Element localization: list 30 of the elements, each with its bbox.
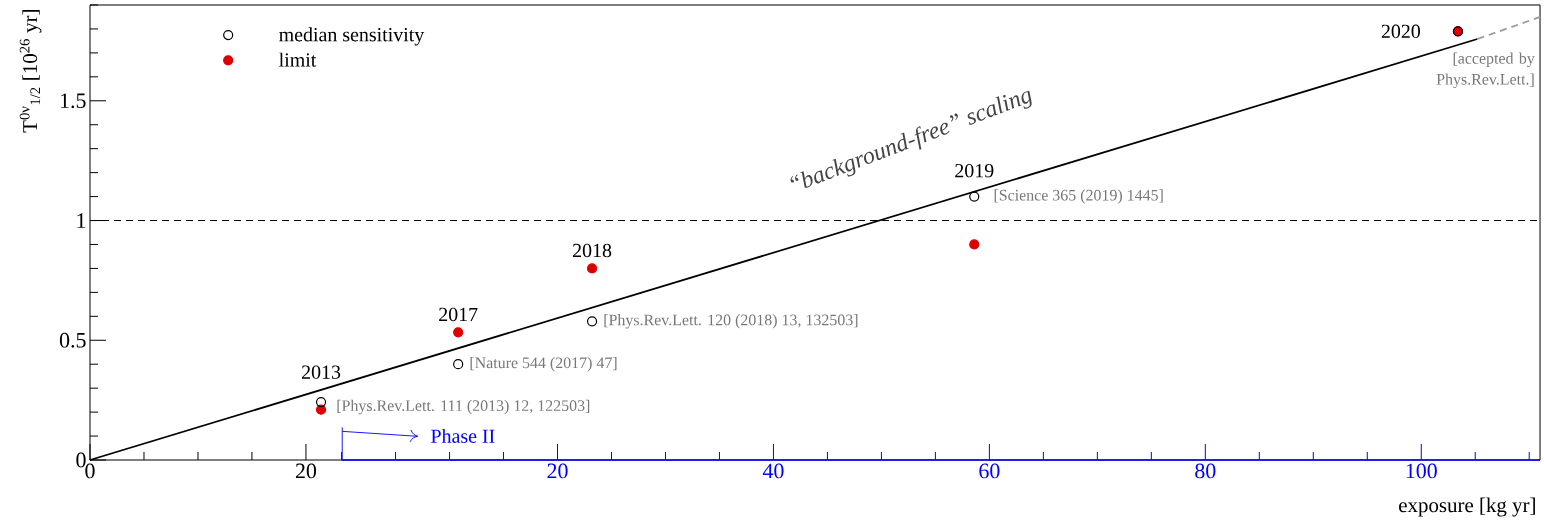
y-tick-label: 1.5 [61,93,86,109]
x-axis-title: exposure [kg yr] [1399,497,1535,517]
annotation: [Nature 544 (2017) 47] [470,356,617,372]
annotation: [Phys.Rev.Lett. 111 (2013) 12, 122503] [337,399,590,415]
legend-label: median sensitivity [279,27,425,46]
annotation: 2018 [573,243,612,258]
annotation: 2013 [302,365,341,379]
annotation: [Science 365 (2019) 1445] [994,189,1163,204]
annotation: 2017 [439,307,478,322]
point [586,263,598,274]
point [453,327,464,338]
y-tick-label: 1 [77,213,86,228]
x2-tick-label: 60 [979,463,1000,479]
annotation: [Phys.Rev.Lett. 120 (2018) 13, 132503] [604,314,858,329]
legend-label: limit [279,52,317,67]
x2-tick-label: 40 [762,463,784,479]
annotation: 2020 [1381,24,1421,39]
x2-tick-label: 80 [1195,463,1216,479]
point [315,396,327,408]
annotation: Phase II [431,428,495,443]
y-tick-label: 0 [76,452,86,468]
y-axis-title: T$^{0ν}$$_{1/2}$ [10$^{26}$ yr] [19,10,42,133]
point [315,404,327,415]
annotation: [accepted by Phys.Rev.Lett.] [1436,52,1535,88]
y-tick-label: 0.5 [59,332,86,348]
point [453,359,464,370]
point [969,191,980,202]
x2-tick-label: 100 [1406,463,1437,479]
point [969,239,980,250]
point [586,316,598,327]
